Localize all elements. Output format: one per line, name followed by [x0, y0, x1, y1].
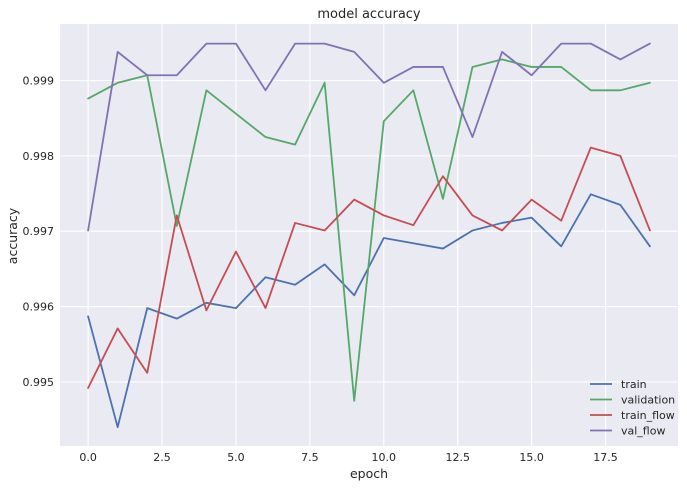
- series-line-val-flow: [87, 42, 651, 232]
- legend-label-train-flow: train_flow: [621, 409, 675, 422]
- legend-label-train: train: [621, 378, 647, 391]
- series-line-validation: [87, 58, 651, 402]
- x-tick-label: 10.0: [372, 451, 397, 464]
- y-tick-label: 0.997: [23, 225, 55, 238]
- y-tick-labels: 0.995 0.996 0.997 0.998 0.999: [23, 75, 55, 389]
- series-lines: [87, 42, 651, 429]
- y-tick-label: 0.996: [23, 301, 55, 314]
- plot-area: [60, 24, 678, 446]
- x-tick-label: 0.0: [79, 451, 97, 464]
- y-tick-label: 0.999: [23, 75, 55, 88]
- x-tick-label: 2.5: [153, 451, 171, 464]
- x-tick-label: 7.5: [301, 451, 319, 464]
- series-line-train-flow: [87, 146, 651, 389]
- x-tick-labels: 0.0 2.5 5.0 7.5 10.0 12.5 15.0 17.5: [79, 451, 617, 464]
- legend-label-val-flow: val_flow: [621, 425, 665, 438]
- chart-title: model accuracy: [317, 7, 421, 22]
- y-axis-label: accuracy: [5, 207, 20, 264]
- y-tick-label: 0.995: [23, 376, 55, 389]
- x-tick-label: 12.5: [445, 451, 470, 464]
- x-tick-label: 5.0: [227, 451, 245, 464]
- x-tick-label: 15.0: [519, 451, 544, 464]
- x-axis-label: epoch: [350, 466, 388, 481]
- legend-label-validation: validation: [621, 394, 675, 407]
- legend: train validation train_flow val_flow: [590, 378, 675, 438]
- y-tick-label: 0.998: [23, 150, 55, 163]
- x-tick-label: 17.5: [593, 451, 618, 464]
